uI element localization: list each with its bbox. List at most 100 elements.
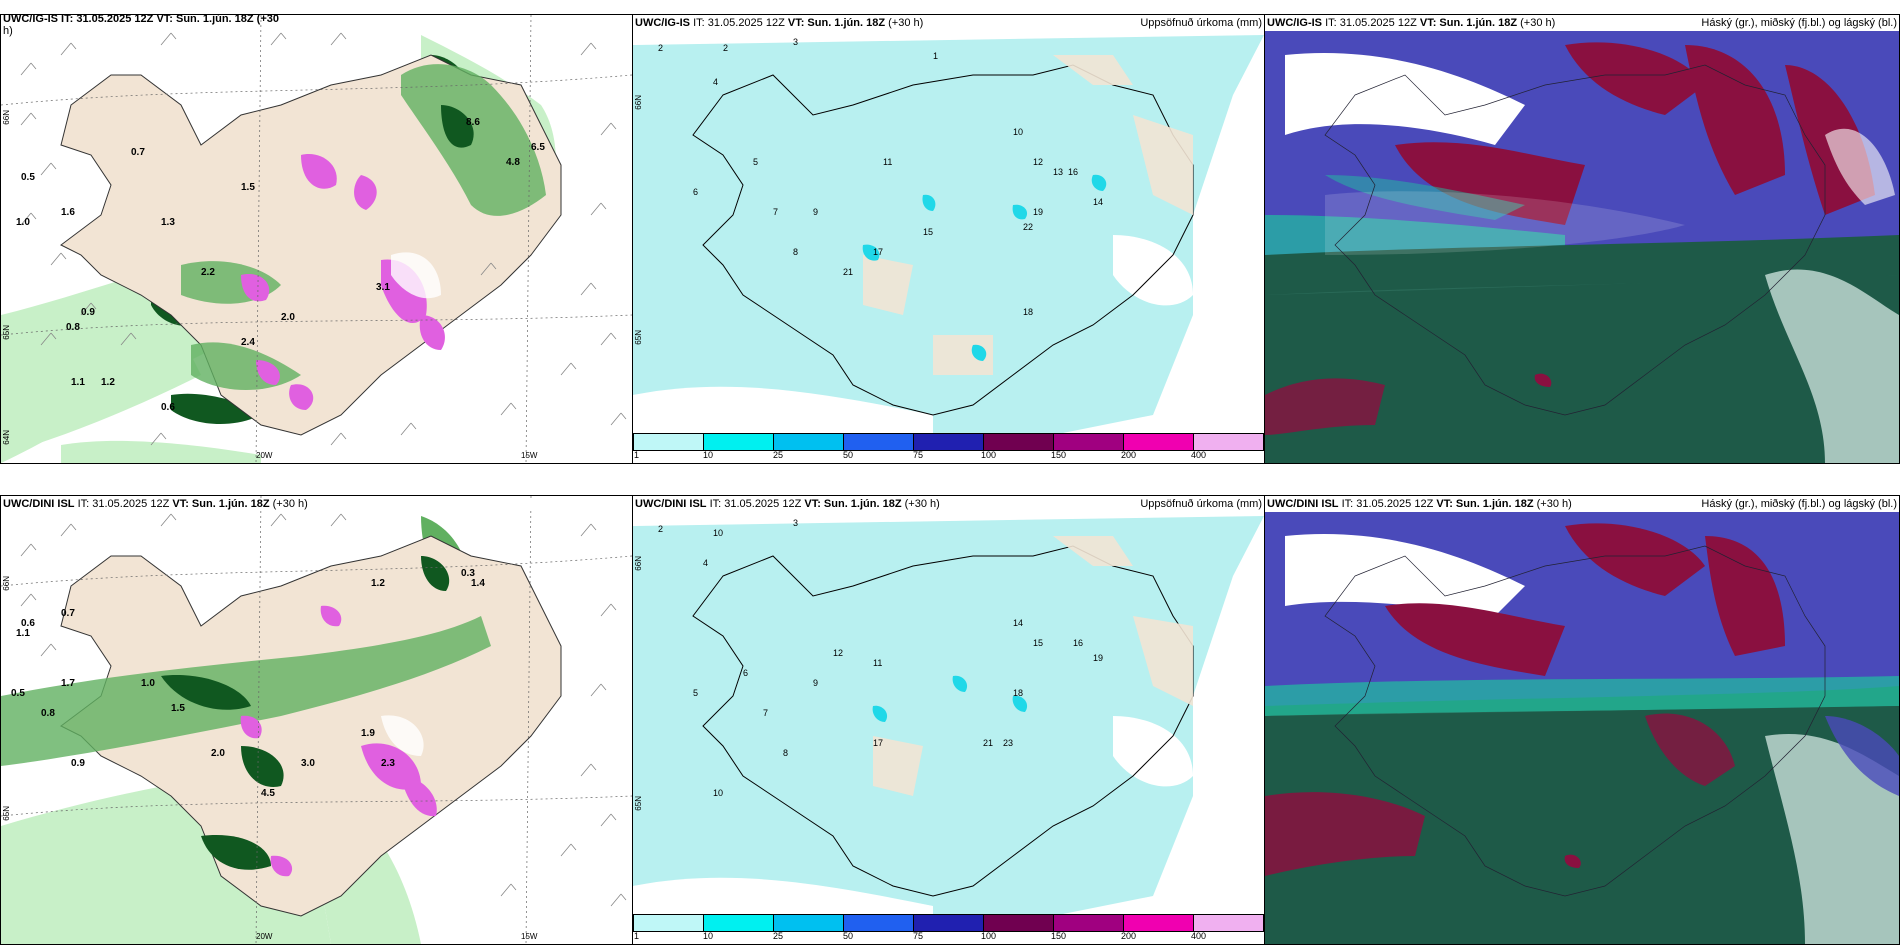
rain-value-labels: 0.60.50.7 0.80.91.0 1.11.2 1.4 1.51.71.9 … <box>11 568 485 799</box>
colorbar-label: 150 <box>1051 450 1067 460</box>
svg-text:9: 9 <box>813 678 818 688</box>
header-valid-time: Sun. 1.jún. 18Z <box>823 498 902 510</box>
svg-text:1.9: 1.9 <box>361 728 375 739</box>
svg-text:2.3: 2.3 <box>381 758 395 769</box>
panel-top-right-clouds: UWC/IG-IS IT: 31.05.2025 12Z VT: Sun. 1.… <box>1264 14 1900 464</box>
panel-header: UWC/DINI ISL IT: 31.05.2025 12Z VT: Sun.… <box>633 498 1264 511</box>
svg-text:2: 2 <box>723 43 728 53</box>
rain-value-labels: 0.51.00.7 0.80.91.1 1.21.31.5 1.62.02.2 … <box>16 117 545 413</box>
panel-bottom-mid-accum-precip: 2 10 3 4 5 6 7 8 9 10 11 12 14 15 16 17 18 19 21 23 UWC… <box>632 495 1265 945</box>
header-field-title: Uppsöfnuð úrkoma (mm) <box>1140 17 1262 29</box>
svg-text:12: 12 <box>833 648 843 658</box>
colorbar-label: 75 <box>913 931 924 941</box>
lat-label-65n: 65N <box>2 806 11 821</box>
svg-text:11: 11 <box>873 658 882 668</box>
header-lead: (+30 h) <box>904 498 940 510</box>
svg-text:6.5: 6.5 <box>531 142 545 153</box>
panel-header: UWC/IG-IS IT: 31.05.2025 12Z VT: Sun. 1.… <box>1265 17 1899 30</box>
svg-text:8: 8 <box>793 247 798 257</box>
svg-text:0.9: 0.9 <box>81 307 95 318</box>
colorbar-bin <box>704 915 774 931</box>
svg-text:11: 11 <box>883 157 892 167</box>
header-field-title: Háský (gr.), miðský (fj.bl.) og lágský (… <box>1701 17 1897 29</box>
svg-text:10: 10 <box>713 528 723 538</box>
colorbar-label: 200 <box>1121 931 1137 941</box>
header-model: UWC/DINI ISL <box>1267 498 1339 510</box>
colorbar-bin <box>1194 434 1263 450</box>
map-top-right <box>1265 31 1899 463</box>
svg-text:21: 21 <box>843 267 853 277</box>
svg-text:23: 23 <box>1003 738 1013 748</box>
map-bottom-mid: 2 10 3 4 5 6 7 8 9 10 11 12 14 15 16 17 18 19 21 23 <box>633 512 1264 928</box>
panel-bottom-right-clouds: UWC/DINI ISL IT: 31.05.2025 12Z VT: Sun.… <box>1264 495 1900 945</box>
header-init-time: IT: 31.05.2025 12Z <box>693 17 785 29</box>
svg-text:1.6: 1.6 <box>61 207 75 218</box>
colorbar-bin <box>634 915 704 931</box>
colorbar-label: 400 <box>1191 931 1207 941</box>
colorbar-label: 50 <box>843 450 854 460</box>
header-field-title: Háský (gr.), miðský (fj.bl.) og lágský (… <box>1701 498 1897 510</box>
svg-text:5: 5 <box>753 157 758 167</box>
panel-header: UWC/IG-IS IT: 31.05.2025 12Z VT: Sun. 1.… <box>633 17 1264 30</box>
svg-text:15: 15 <box>1033 638 1043 648</box>
header-init-time: IT: 31.05.2025 12Z <box>1325 17 1417 29</box>
svg-text:15: 15 <box>923 227 933 237</box>
svg-text:22: 22 <box>1023 222 1033 232</box>
panel-header: UWC/DINI ISL IT: 31.05.2025 12Z VT: Sun.… <box>1265 498 1899 511</box>
svg-text:0.7: 0.7 <box>61 608 75 619</box>
panel-bottom-left-wind-precip: 0.6 0.5 0.7 0.8 0.9 1.0 1.1 1.2 1.4 1.5 1.7 1.9 … <box>0 495 633 945</box>
svg-text:13: 13 <box>1053 167 1063 177</box>
map-bottom-left: 0.60.50.7 0.80.91.0 1.11.2 1.4 1.51.71.9 … <box>1 496 632 944</box>
svg-text:8: 8 <box>783 748 788 758</box>
colorbar-bin <box>914 434 984 450</box>
colorbar-bin <box>844 915 914 931</box>
lon-label-20w: 20W <box>256 932 273 941</box>
svg-text:1.1: 1.1 <box>71 377 85 388</box>
header-model: UWC/DINI ISL <box>3 498 75 510</box>
colorbar-bin <box>984 434 1054 450</box>
svg-text:1.1: 1.1 <box>16 628 30 639</box>
svg-text:4: 4 <box>713 77 718 87</box>
colorbar-label: 25 <box>773 450 784 460</box>
colorbar-label: 1 <box>634 931 640 941</box>
svg-text:7: 7 <box>763 708 768 718</box>
lon-label-15w: 15W <box>521 451 538 460</box>
colorbar-bin <box>1194 915 1263 931</box>
header-lead: (+30 h) <box>1520 17 1556 29</box>
lat-label-64n: 64N <box>2 430 11 445</box>
colorbar-bin <box>1124 915 1194 931</box>
svg-text:3: 3 <box>793 37 798 47</box>
panel-header: UWC/DINI ISL IT: 31.05.2025 12Z VT: Sun.… <box>1 498 632 511</box>
wind-barbs <box>20 513 627 907</box>
svg-text:21: 21 <box>983 738 993 748</box>
svg-text:1.2: 1.2 <box>101 377 115 388</box>
header-valid-time: Sun. 1.jún. 18Z <box>807 17 886 29</box>
header-clipped-text: UWC/IG-IS IT: 31.05.2025 12Z VT: Sun. 1.… <box>3 14 280 25</box>
colorbar-bin <box>844 434 914 450</box>
lat-label-66n: 66N <box>634 556 643 571</box>
svg-text:0.6: 0.6 <box>161 402 175 413</box>
colorbar-bin <box>774 915 844 931</box>
header-model: UWC/IG-IS <box>635 17 690 29</box>
svg-text:2.0: 2.0 <box>281 312 295 323</box>
header-init-time: IT: 31.05.2025 12Z <box>77 498 170 510</box>
svg-text:0.3: 0.3 <box>461 568 475 579</box>
svg-text:10: 10 <box>1013 127 1023 137</box>
header-lead: (+30 h) <box>888 17 924 29</box>
lat-label-65n: 65N <box>2 325 11 340</box>
svg-text:3: 3 <box>793 518 798 528</box>
colorbar-bin <box>1124 434 1194 450</box>
colorbar-label: 1 <box>634 450 640 460</box>
svg-text:7: 7 <box>773 207 778 217</box>
header-init-time: IT: 31.05.2025 12Z <box>709 498 802 510</box>
panel-header: UWC/IG-IS IT: 31.05.2025 12Z VT: Sun. 1.… <box>1 14 632 26</box>
svg-text:16: 16 <box>1068 167 1078 177</box>
header-vt-prefix: VT: <box>172 498 189 510</box>
svg-text:3.0: 3.0 <box>301 758 315 769</box>
svg-text:0.8: 0.8 <box>41 708 55 719</box>
svg-text:14: 14 <box>1013 618 1023 628</box>
svg-text:2: 2 <box>658 43 663 53</box>
svg-text:5: 5 <box>693 688 698 698</box>
